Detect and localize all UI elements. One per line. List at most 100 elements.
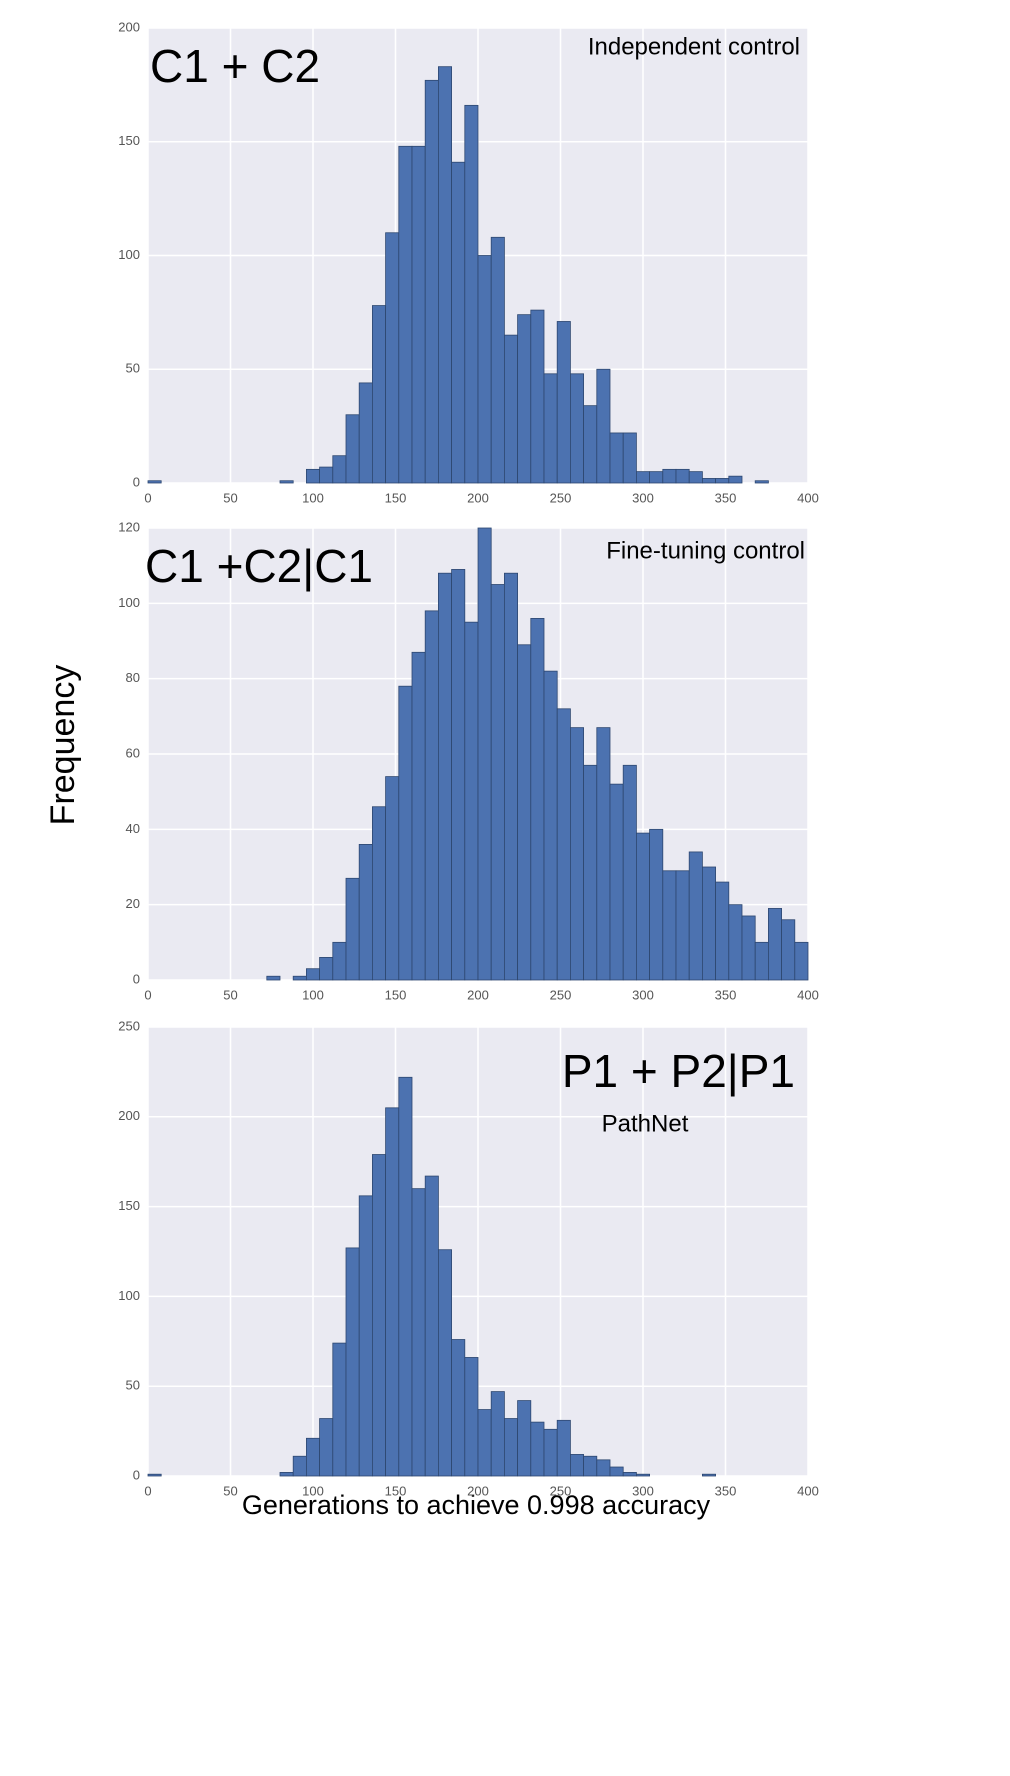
histogram-bar — [371, 305, 386, 484]
histogram-bar — [490, 584, 505, 981]
histogram-bar — [583, 405, 598, 484]
histogram-bar — [622, 1472, 637, 1477]
histogram-bar — [437, 572, 452, 981]
histogram-bar — [570, 373, 585, 484]
y-tick-label: 100 — [118, 595, 140, 610]
histogram-bar — [464, 621, 479, 981]
histogram-bar — [279, 480, 294, 484]
x-tick-label: 0 — [144, 490, 151, 505]
histogram-bar — [662, 468, 677, 484]
x-tick-label: 50 — [223, 1483, 237, 1498]
x-tick-label: 50 — [223, 987, 237, 1002]
histogram-bar — [292, 1455, 307, 1477]
x-tick-label: 300 — [632, 1483, 654, 1498]
histogram-bar — [477, 255, 492, 484]
histogram-bar — [292, 975, 307, 981]
histogram-bar — [596, 727, 611, 981]
histogram-bar — [702, 1473, 717, 1477]
histogram-bar — [556, 321, 571, 484]
x-tick-label: 300 — [632, 490, 654, 505]
histogram-bar — [517, 644, 532, 981]
histogram-bar — [596, 368, 611, 484]
x-tick-label: 250 — [550, 1483, 572, 1498]
histogram-bar — [371, 806, 386, 981]
histogram-bar — [503, 572, 518, 981]
histogram-bar — [371, 1154, 386, 1477]
y-tick-label: 120 — [118, 519, 140, 534]
histogram-bar — [398, 145, 413, 484]
histogram-bar — [358, 844, 373, 981]
histogram-bar — [385, 776, 400, 981]
x-tick-label: 200 — [467, 490, 489, 505]
y-tick-label: 150 — [118, 1198, 140, 1213]
histogram-bar — [715, 478, 730, 484]
histogram-bar — [649, 828, 664, 981]
x-tick-label: 0 — [144, 1483, 151, 1498]
histogram-bar — [543, 373, 558, 484]
histogram-bar — [741, 915, 756, 981]
histogram-bar — [662, 870, 677, 981]
x-tick-label: 0 — [144, 987, 151, 1002]
histogram-bar — [754, 941, 769, 981]
x-tick-label: 150 — [385, 987, 407, 1002]
y-tick-label: 40 — [126, 821, 140, 836]
histogram-bar — [332, 941, 347, 981]
x-tick-label: 400 — [797, 490, 819, 505]
x-axis-label: Generations to achieve 0.998 accuracy — [242, 1490, 711, 1520]
histogram-bar — [464, 1357, 479, 1477]
histogram-bar — [319, 1418, 334, 1477]
histogram-bar — [319, 957, 334, 981]
histogram-bar — [358, 382, 373, 484]
histogram-bar — [424, 1175, 439, 1477]
histogram-bar — [636, 471, 651, 484]
x-tick-label: 300 — [632, 987, 654, 1002]
y-tick-label: 200 — [118, 19, 140, 34]
histogram-bar — [345, 1247, 360, 1477]
histogram-bar — [424, 79, 439, 484]
panel-sublabel: Independent control — [588, 33, 800, 60]
histogram-bar — [503, 1418, 518, 1477]
histogram-bar — [319, 466, 334, 484]
histogram-bar — [490, 1391, 505, 1477]
histogram-bar — [490, 236, 505, 484]
histogram-bar — [596, 1459, 611, 1477]
histogram-bar — [424, 610, 439, 981]
histogram-bar — [358, 1195, 373, 1477]
x-tick-label: 200 — [467, 1483, 489, 1498]
histogram-bar — [411, 145, 426, 484]
x-tick-label: 350 — [715, 490, 737, 505]
y-tick-label: 60 — [126, 745, 140, 760]
x-tick-label: 350 — [715, 1483, 737, 1498]
histogram-bar — [332, 1342, 347, 1477]
histogram-bar — [570, 1454, 585, 1477]
panel-label: C1 +C2|C1 — [145, 540, 373, 592]
histogram-bar — [794, 941, 809, 981]
histogram-bar — [266, 975, 281, 981]
panel-sublabel: Fine-tuning control — [606, 537, 805, 564]
y-tick-label: 100 — [118, 247, 140, 262]
histogram-bar — [332, 455, 347, 484]
y-tick-label: 150 — [118, 133, 140, 148]
x-tick-label: 100 — [302, 987, 324, 1002]
histogram-bar — [398, 1076, 413, 1477]
x-tick-label: 250 — [550, 987, 572, 1002]
y-tick-label: 50 — [126, 1378, 140, 1393]
histogram-bar — [688, 471, 703, 484]
y-tick-label: 50 — [126, 361, 140, 376]
x-tick-label: 200 — [467, 987, 489, 1002]
histogram-bar — [477, 527, 492, 981]
histogram-bar — [675, 870, 690, 981]
histogram-bar — [556, 1419, 571, 1477]
histogram-bar — [451, 569, 466, 981]
histogram-bar — [530, 1421, 545, 1477]
histogram-bar — [279, 1472, 294, 1477]
x-tick-label: 100 — [302, 1483, 324, 1498]
x-tick-label: 50 — [223, 490, 237, 505]
y-tick-label: 100 — [118, 1288, 140, 1303]
panel-sublabel: PathNet — [602, 1110, 689, 1137]
histogram-bar — [398, 685, 413, 981]
histogram-bar — [728, 475, 743, 484]
y-tick-label: 0 — [133, 474, 140, 489]
histogram-bar — [609, 783, 624, 981]
